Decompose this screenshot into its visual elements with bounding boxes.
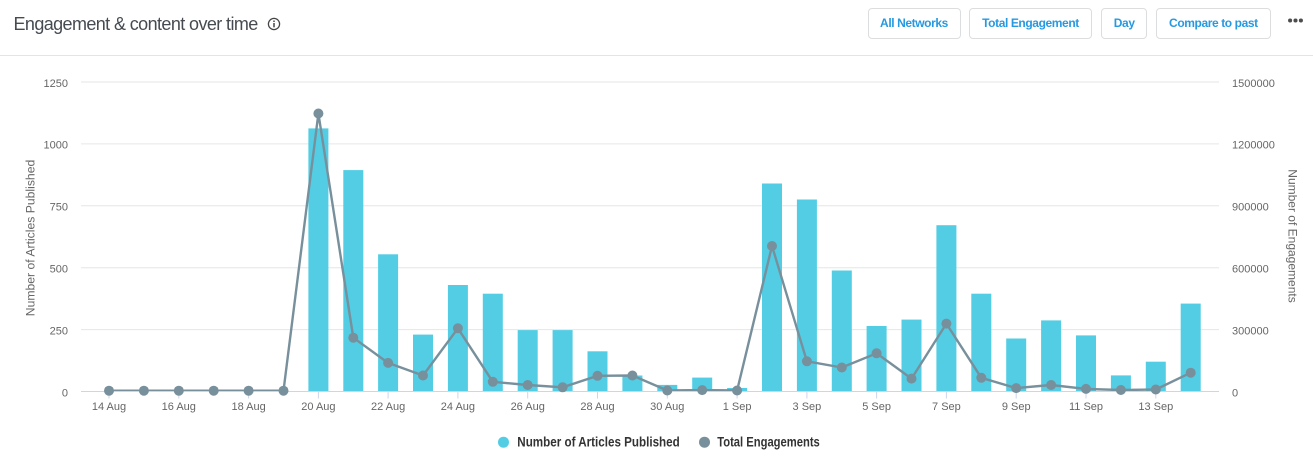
svg-text:Number of Engagements: Number of Engagements xyxy=(1286,169,1300,302)
svg-text:250: 250 xyxy=(50,325,68,337)
svg-text:Total Engagements: Total Engagements xyxy=(717,434,820,449)
svg-text:22 Aug: 22 Aug xyxy=(371,401,405,413)
svg-text:750: 750 xyxy=(50,202,68,214)
svg-text:300000: 300000 xyxy=(1232,325,1269,337)
svg-text:1200000: 1200000 xyxy=(1232,140,1275,152)
svg-text:500: 500 xyxy=(50,264,68,276)
svg-text:16 Aug: 16 Aug xyxy=(162,401,196,413)
svg-text:11 Sep: 11 Sep xyxy=(1069,401,1103,413)
svg-text:20 Aug: 20 Aug xyxy=(301,401,335,413)
svg-text:0: 0 xyxy=(62,387,68,399)
svg-text:1 Sep: 1 Sep xyxy=(723,401,752,413)
svg-text:14 Aug: 14 Aug xyxy=(92,401,126,413)
svg-text:900000: 900000 xyxy=(1232,202,1269,214)
svg-text:9 Sep: 9 Sep xyxy=(1002,401,1031,413)
svg-text:26 Aug: 26 Aug xyxy=(511,401,545,413)
svg-text:Number of Articles Published: Number of Articles Published xyxy=(517,433,679,449)
svg-text:1500000: 1500000 xyxy=(1232,78,1275,90)
svg-text:0: 0 xyxy=(1232,387,1238,399)
svg-text:24 Aug: 24 Aug xyxy=(441,401,475,413)
svg-text:1000: 1000 xyxy=(44,140,68,152)
svg-text:30 Aug: 30 Aug xyxy=(650,401,684,413)
svg-text:Number of Articles Published: Number of Articles Published xyxy=(24,160,38,316)
svg-text:7 Sep: 7 Sep xyxy=(932,401,961,413)
svg-text:600000: 600000 xyxy=(1232,264,1269,276)
svg-text:28 Aug: 28 Aug xyxy=(580,401,614,413)
svg-text:3 Sep: 3 Sep xyxy=(793,401,822,413)
svg-text:18 Aug: 18 Aug xyxy=(231,401,265,413)
svg-text:1250: 1250 xyxy=(44,78,68,90)
svg-text:13 Sep: 13 Sep xyxy=(1138,401,1173,413)
svg-text:5 Sep: 5 Sep xyxy=(862,401,891,413)
